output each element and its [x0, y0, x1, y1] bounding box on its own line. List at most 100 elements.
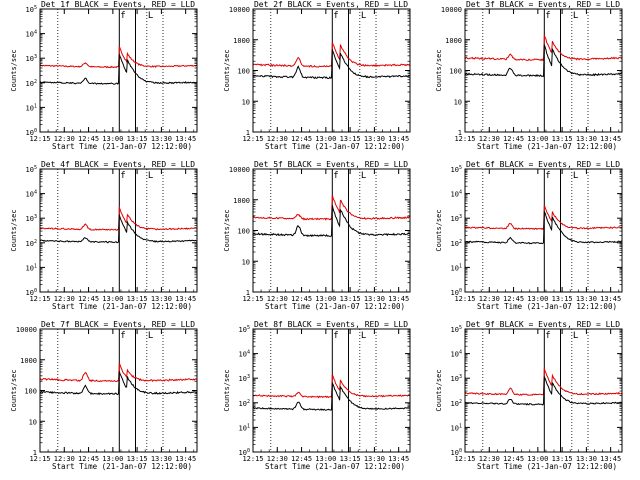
x-tick-label: 13:30	[364, 295, 385, 303]
y-axis-label: Counts/sec	[10, 49, 18, 91]
y-tick-label: 10000	[16, 326, 37, 334]
x-tick-label: 13:15	[552, 295, 573, 303]
x-axis-label: Start Time (21-Jan-07 12:12:00)	[477, 302, 617, 311]
x-axis-label: Start Time (21-Jan-07 12:12:00)	[265, 302, 405, 311]
y-tick-label: 101	[451, 423, 462, 432]
x-axis-label: Start Time (21-Jan-07 12:12:00)	[265, 462, 405, 471]
x-tick-label: 13:15	[552, 135, 573, 143]
panel-det-6f: Det 6f BLACK = Events, RED = LLD f L 100 101…	[435, 160, 623, 311]
x-tick-label: 12:45	[78, 135, 99, 143]
y-tick-label: 104	[239, 350, 250, 359]
panel-title: Det 5f BLACK = Events, RED = LLD	[254, 160, 408, 169]
x-axis-label: Start Time (21-Jan-07 12:12:00)	[477, 462, 617, 471]
x-tick-label: 12:15	[29, 135, 50, 143]
panel-det-3f: Det 3f BLACK = Events, RED = LLD f L 1 10 100…	[435, 0, 623, 151]
y-tick-label: 10	[454, 98, 462, 106]
x-tick-label: 12:45	[78, 455, 99, 463]
x-axis-label: Start Time (21-Jan-07 12:12:00)	[52, 142, 192, 151]
marker-label-L: L	[573, 171, 578, 181]
y-tick-label: 102	[451, 399, 462, 408]
y-tick-label: 104	[451, 190, 462, 199]
y-tick-label: 100	[451, 288, 462, 297]
panel-det-7f: Det 7f BLACK = Events, RED = LLD f L 1 10 100…	[10, 320, 198, 471]
y-tick-label: 103	[239, 374, 250, 383]
panel-title: Det 3f BLACK = Events, RED = LLD	[466, 0, 620, 9]
y-tick-label: 102	[26, 239, 37, 248]
y-axis-label: Counts/sec	[435, 49, 443, 91]
x-tick-label: 12:45	[78, 295, 99, 303]
y-tick-label: 102	[239, 399, 250, 408]
y-axis-label: Counts/sec	[10, 209, 18, 251]
series-events-line	[252, 382, 411, 411]
x-tick-label: 13:45	[388, 135, 409, 143]
plot-frame	[39, 168, 198, 293]
y-tick-label: 100	[449, 68, 462, 76]
x-tick-label: 13:45	[175, 135, 196, 143]
x-tick-label: 13:00	[102, 135, 123, 143]
y-axis-label: Counts/sec	[10, 369, 18, 411]
marker-label-f: f	[333, 331, 338, 341]
y-tick-label: 1	[458, 129, 462, 137]
y-axis-label: Counts/sec	[435, 369, 443, 411]
y-tick-label: 1000	[20, 357, 37, 365]
marker-label-f: f	[120, 11, 125, 21]
x-tick-label: 13:30	[151, 295, 172, 303]
x-tick-label: 13:15	[127, 455, 148, 463]
y-axis-label: Counts/sec	[223, 49, 231, 91]
marker-label-f: f	[333, 11, 338, 21]
y-tick-label: 101	[239, 423, 250, 432]
series-events-line	[39, 371, 198, 396]
y-tick-label: 104	[26, 190, 37, 199]
marker-label-L: L	[573, 331, 578, 341]
marker-label-L: L	[148, 331, 153, 341]
series-lld-line	[39, 46, 198, 69]
y-tick-label: 1	[33, 449, 37, 457]
y-tick-label: 100	[26, 128, 37, 137]
y-tick-label: 101	[26, 263, 37, 272]
x-tick-label: 12:30	[479, 455, 500, 463]
y-tick-label: 100	[237, 68, 250, 76]
series-events-line	[464, 210, 623, 245]
panel-title: Det 9f BLACK = Events, RED = LLD	[466, 320, 620, 329]
y-tick-label: 104	[451, 350, 462, 359]
y-axis-label: Counts/sec	[223, 369, 231, 411]
y-tick-label: 105	[26, 5, 37, 14]
y-axis-label: Counts/sec	[435, 209, 443, 251]
series-events-line	[252, 205, 411, 238]
y-tick-label: 105	[451, 165, 462, 174]
series-lld-line	[39, 362, 198, 383]
y-tick-label: 105	[451, 325, 462, 334]
marker-label-f: f	[120, 331, 125, 341]
y-axis-label: Counts/sec	[223, 209, 231, 251]
x-tick-label: 13:15	[552, 455, 573, 463]
x-tick-label: 13:15	[340, 455, 361, 463]
series-events-line	[252, 49, 411, 80]
x-axis-label: Start Time (21-Jan-07 12:12:00)	[265, 142, 405, 151]
y-tick-label: 102	[451, 239, 462, 248]
x-tick-label: 13:30	[151, 135, 172, 143]
y-tick-label: 102	[26, 79, 37, 88]
x-tick-label: 12:45	[503, 135, 524, 143]
x-tick-label: 13:45	[388, 295, 409, 303]
x-tick-label: 12:30	[267, 295, 288, 303]
x-tick-label: 12:15	[242, 135, 263, 143]
x-tick-label: 12:15	[454, 295, 475, 303]
x-tick-label: 12:45	[291, 135, 312, 143]
y-tick-label: 1	[246, 129, 250, 137]
y-tick-label: 100	[24, 388, 37, 396]
y-tick-label: 10000	[441, 6, 462, 14]
panel-title: Det 2f BLACK = Events, RED = LLD	[254, 0, 408, 9]
x-tick-label: 12:15	[242, 295, 263, 303]
x-tick-label: 13:00	[527, 295, 548, 303]
panel-det-5f: Det 5f BLACK = Events, RED = LLD f L 1 10 100…	[223, 160, 411, 311]
y-tick-label: 103	[26, 214, 37, 223]
x-tick-label: 12:15	[454, 135, 475, 143]
x-tick-label: 12:45	[291, 295, 312, 303]
x-tick-label: 13:15	[127, 295, 148, 303]
y-tick-label: 105	[26, 165, 37, 174]
y-tick-label: 105	[239, 325, 250, 334]
x-tick-label: 13:15	[340, 135, 361, 143]
marker-label-f: f	[333, 171, 338, 181]
plot-frame	[39, 8, 198, 133]
x-tick-label: 12:15	[29, 295, 50, 303]
